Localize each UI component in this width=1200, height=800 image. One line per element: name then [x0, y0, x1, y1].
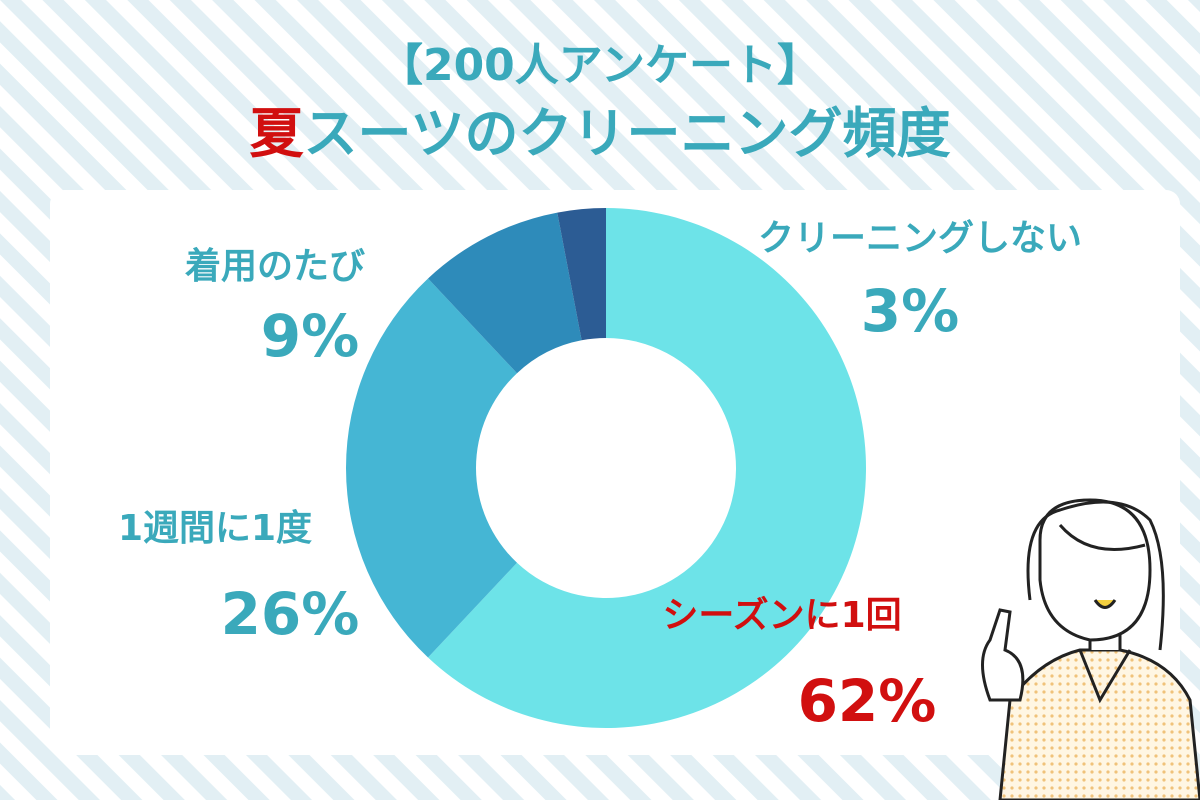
subtitle: 【200人アンケート】 — [379, 40, 821, 91]
panel — [50, 190, 1180, 755]
value-label: 26% — [221, 580, 360, 648]
category-label: 着用のたび — [185, 246, 365, 287]
donut-segment — [346, 278, 518, 658]
value-label: 62% — [798, 667, 937, 735]
category-label: シーズンに1回 — [662, 594, 901, 636]
woman-illustration — [981, 498, 1200, 800]
donut-segment — [428, 212, 582, 374]
title-part: スーツのクリーニング頻度 — [304, 102, 951, 165]
donut-segment — [557, 208, 606, 341]
donut-chart — [346, 208, 866, 728]
title-part: 夏 — [250, 102, 305, 165]
title: 夏スーツのクリーニング頻度 — [250, 102, 951, 165]
category-label: クリーニングしない — [758, 218, 1082, 259]
donut-segment — [428, 208, 866, 728]
category-label: 1週間に1度 — [118, 508, 312, 549]
value-label: 3% — [861, 277, 959, 345]
value-label: 9% — [261, 302, 359, 370]
